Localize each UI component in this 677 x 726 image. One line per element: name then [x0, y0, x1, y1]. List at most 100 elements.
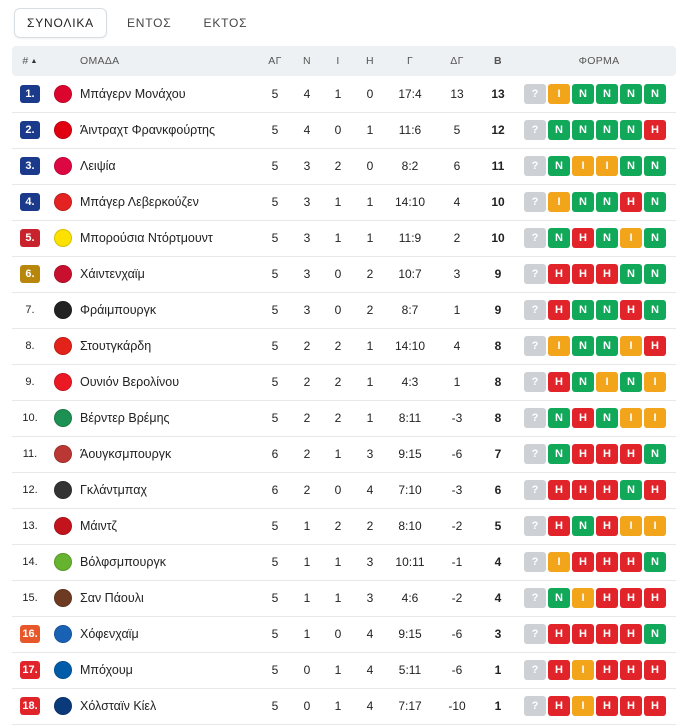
- form-result-badge[interactable]: N: [572, 336, 594, 356]
- team-name[interactable]: Μπάγερ Λεβερκούζεν: [80, 195, 199, 209]
- team-name[interactable]: Μπάγερν Μονάχου: [80, 87, 186, 101]
- team-name-cell[interactable]: Βέρντερ Βρέμης: [80, 400, 270, 436]
- team-name-cell[interactable]: Μπόχουμ: [80, 652, 270, 688]
- form-result-badge[interactable]: N: [596, 228, 618, 248]
- form-result-badge[interactable]: H: [620, 696, 642, 716]
- form-result-badge[interactable]: N: [620, 372, 642, 392]
- team-name-cell[interactable]: Χόφενχαϊμ: [80, 616, 270, 652]
- table-row[interactable]: 6. Χάιντενχαϊμ 5 3 0 2 10:7 3 9? H H H N N: [12, 256, 676, 293]
- form-result-badge[interactable]: H: [572, 624, 594, 644]
- form-result-badge[interactable]: N: [572, 300, 594, 320]
- form-result-badge[interactable]: H: [644, 588, 666, 608]
- form-result-badge[interactable]: H: [644, 120, 666, 140]
- form-result-badge[interactable]: N: [644, 192, 666, 212]
- form-result-badge[interactable]: H: [548, 696, 570, 716]
- form-upcoming-badge[interactable]: ?: [524, 372, 546, 392]
- team-name-cell[interactable]: Φράιμπουργκ: [80, 292, 270, 328]
- form-result-badge[interactable]: H: [620, 300, 642, 320]
- form-upcoming-badge[interactable]: ?: [524, 228, 546, 248]
- team-name-cell[interactable]: Χάιντενχαϊμ: [80, 256, 270, 292]
- form-result-badge[interactable]: N: [596, 84, 618, 104]
- form-result-badge[interactable]: N: [572, 120, 594, 140]
- form-result-badge[interactable]: H: [596, 264, 618, 284]
- table-row[interactable]: 17. Μπόχουμ 5 0 1 4 5:11 -6 1? H I H H H: [12, 652, 676, 689]
- form-result-badge[interactable]: N: [548, 444, 570, 464]
- form-result-badge[interactable]: I: [548, 552, 570, 572]
- table-row[interactable]: 15. Σαν Πάουλι 5 1 1 3 4:6 -2 4? N I H H H: [12, 580, 676, 617]
- table-row[interactable]: 11. Άουγκσμπουργκ 6 2 1 3 9:15 -6 7? N H H H N: [12, 436, 676, 473]
- form-upcoming-badge[interactable]: ?: [524, 336, 546, 356]
- form-result-badge[interactable]: H: [596, 624, 618, 644]
- form-result-badge[interactable]: N: [620, 156, 642, 176]
- table-row[interactable]: 5. Μπορούσια Ντόρτμουντ 5 3 1 1 11:9 2 10? N H N I N: [12, 220, 676, 257]
- form-result-badge[interactable]: N: [548, 408, 570, 428]
- team-name-cell[interactable]: Λειψία: [80, 148, 270, 184]
- form-result-badge[interactable]: H: [620, 444, 642, 464]
- form-result-badge[interactable]: H: [620, 624, 642, 644]
- form-result-badge[interactable]: N: [596, 120, 618, 140]
- team-name[interactable]: Γκλάντμπαχ: [80, 483, 148, 497]
- form-result-badge[interactable]: H: [620, 192, 642, 212]
- team-name[interactable]: Βέρντερ Βρέμης: [80, 411, 170, 425]
- form-upcoming-badge[interactable]: ?: [524, 660, 546, 680]
- team-name-cell[interactable]: Άιντραχτ Φρανκφούρτης: [80, 112, 270, 148]
- form-result-badge[interactable]: N: [572, 192, 594, 212]
- form-upcoming-badge[interactable]: ?: [524, 300, 546, 320]
- team-name[interactable]: Χόφενχαϊμ: [80, 627, 139, 641]
- form-upcoming-badge[interactable]: ?: [524, 696, 546, 716]
- form-result-badge[interactable]: H: [620, 588, 642, 608]
- tab-home[interactable]: ΕΝΤΟΣ: [126, 16, 172, 30]
- form-upcoming-badge[interactable]: ?: [524, 516, 546, 536]
- form-result-badge[interactable]: H: [572, 408, 594, 428]
- form-result-badge[interactable]: H: [644, 336, 666, 356]
- form-result-badge[interactable]: I: [644, 516, 666, 536]
- table-row[interactable]: 3. Λειψία 5 3 2 0 8:2 6 11? N I I N N: [12, 148, 676, 185]
- form-result-badge[interactable]: H: [572, 480, 594, 500]
- form-result-badge[interactable]: H: [572, 228, 594, 248]
- table-row[interactable]: 2. Άιντραχτ Φρανκφούρτης 5 4 0 1 11:6 5 12? N N N N H: [12, 112, 676, 149]
- team-name-cell[interactable]: Μπάγερ Λεβερκούζεν: [80, 184, 270, 220]
- form-result-badge[interactable]: N: [548, 228, 570, 248]
- form-result-badge[interactable]: H: [548, 372, 570, 392]
- team-name-cell[interactable]: Άουγκσμπουργκ: [80, 436, 270, 472]
- form-result-badge[interactable]: N: [596, 336, 618, 356]
- table-row[interactable]: 1. Μπάγερν Μονάχου 5 4 1 0 17:4 13 13? I N N N N: [12, 76, 676, 113]
- table-row[interactable]: 13. Μάιντζ 5 1 2 2 8:10 -2 5? H N H I I: [12, 508, 676, 545]
- team-name-cell[interactable]: Σαν Πάουλι: [80, 580, 270, 616]
- team-name[interactable]: Λειψία: [80, 159, 116, 173]
- form-result-badge[interactable]: H: [644, 660, 666, 680]
- team-name[interactable]: Άιντραχτ Φρανκφούρτης: [80, 123, 216, 137]
- team-name-cell[interactable]: Στουτγκάρδη: [80, 328, 270, 364]
- team-name-cell[interactable]: Ουνιόν Βερολίνου: [80, 364, 270, 400]
- form-result-badge[interactable]: N: [620, 480, 642, 500]
- form-result-badge[interactable]: H: [596, 552, 618, 572]
- form-result-badge[interactable]: I: [596, 156, 618, 176]
- form-result-badge[interactable]: H: [548, 660, 570, 680]
- table-row[interactable]: 18. Χόλσταϊν Κίελ 5 0 1 4 7:17 -10 1? H I H H H: [12, 688, 676, 725]
- form-result-badge[interactable]: N: [620, 264, 642, 284]
- form-result-badge[interactable]: N: [548, 588, 570, 608]
- form-result-badge[interactable]: N: [644, 228, 666, 248]
- team-name[interactable]: Μπόχουμ: [80, 663, 133, 677]
- form-result-badge[interactable]: I: [572, 696, 594, 716]
- form-upcoming-badge[interactable]: ?: [524, 588, 546, 608]
- form-upcoming-badge[interactable]: ?: [524, 480, 546, 500]
- form-result-badge[interactable]: H: [548, 480, 570, 500]
- form-result-badge[interactable]: N: [548, 156, 570, 176]
- form-result-badge[interactable]: I: [620, 408, 642, 428]
- form-result-badge[interactable]: N: [644, 444, 666, 464]
- form-result-badge[interactable]: H: [596, 444, 618, 464]
- form-result-badge[interactable]: I: [572, 156, 594, 176]
- form-result-badge[interactable]: N: [644, 552, 666, 572]
- table-row[interactable]: 14. Βόλφσμπουργκ 5 1 1 3 10:11 -1 4? I H H H N: [12, 544, 676, 581]
- form-result-badge[interactable]: H: [596, 516, 618, 536]
- form-result-badge[interactable]: I: [572, 660, 594, 680]
- form-result-badge[interactable]: N: [644, 84, 666, 104]
- form-result-badge[interactable]: H: [548, 624, 570, 644]
- team-name[interactable]: Σαν Πάουλι: [80, 591, 144, 605]
- team-name[interactable]: Βόλφσμπουργκ: [80, 555, 166, 569]
- form-result-badge[interactable]: N: [548, 120, 570, 140]
- form-upcoming-badge[interactable]: ?: [524, 264, 546, 284]
- team-name[interactable]: Μάιντζ: [80, 519, 117, 533]
- form-result-badge[interactable]: I: [548, 192, 570, 212]
